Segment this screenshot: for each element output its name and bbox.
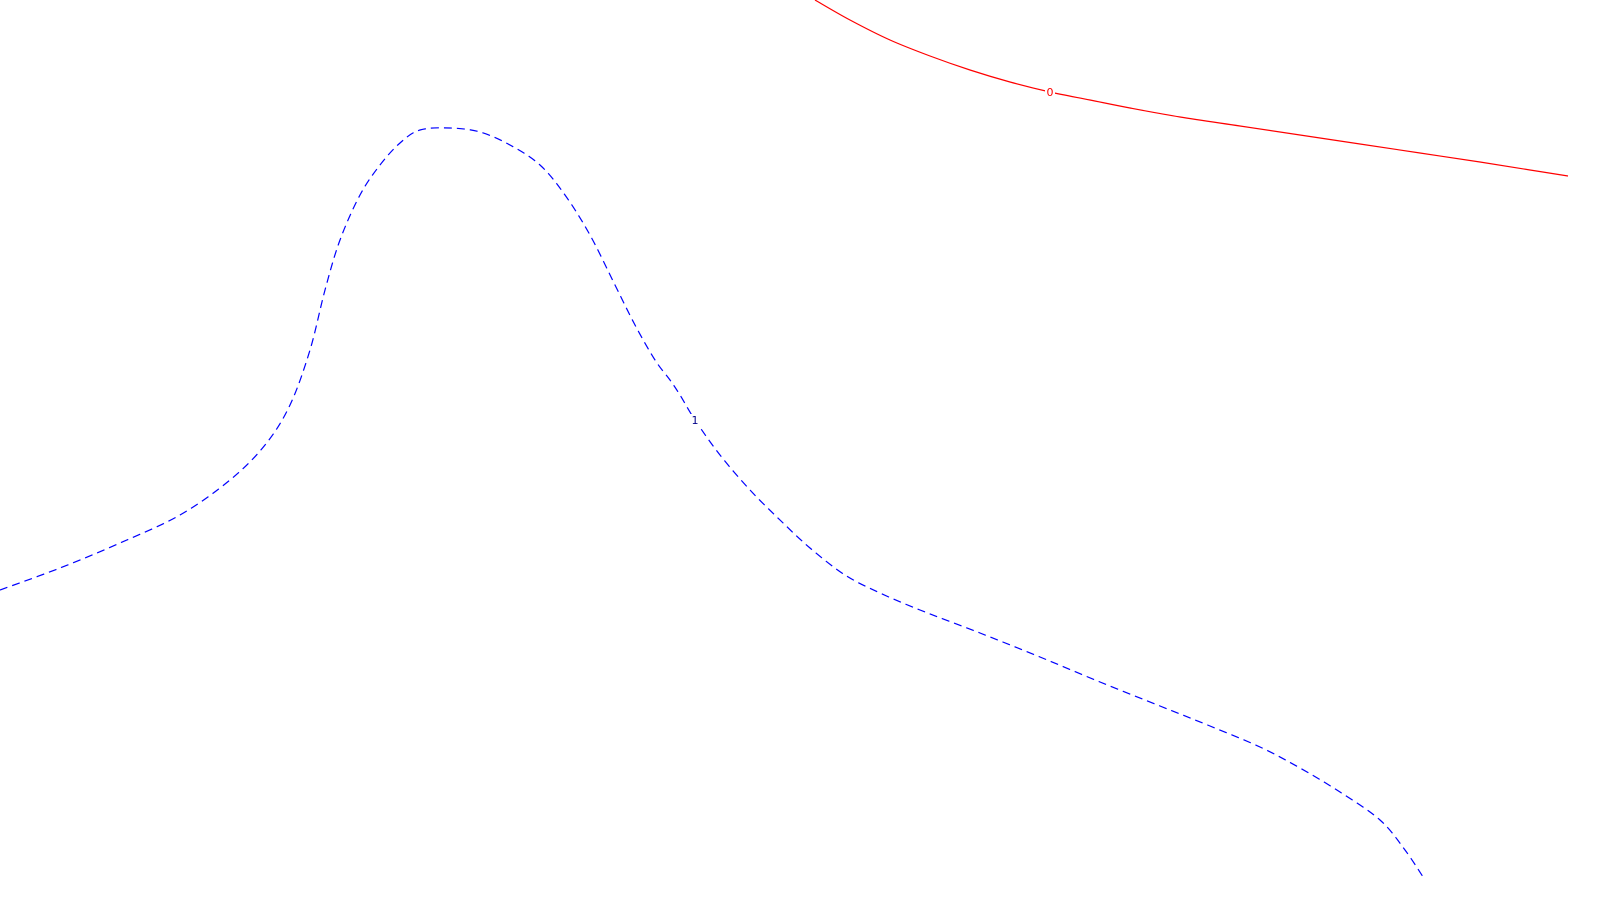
contour-label-bg-0: [1045, 86, 1055, 98]
contour-label-0: 0: [1047, 86, 1054, 99]
contour-label-1: 1: [692, 414, 699, 427]
contour-labels: 01: [690, 86, 1055, 427]
contour-label-bg-1: [690, 414, 700, 426]
contour-lines: [0, 0, 1569, 881]
contour-line-0: [814, 0, 1569, 177]
contour-line-1: [0, 127, 1426, 881]
